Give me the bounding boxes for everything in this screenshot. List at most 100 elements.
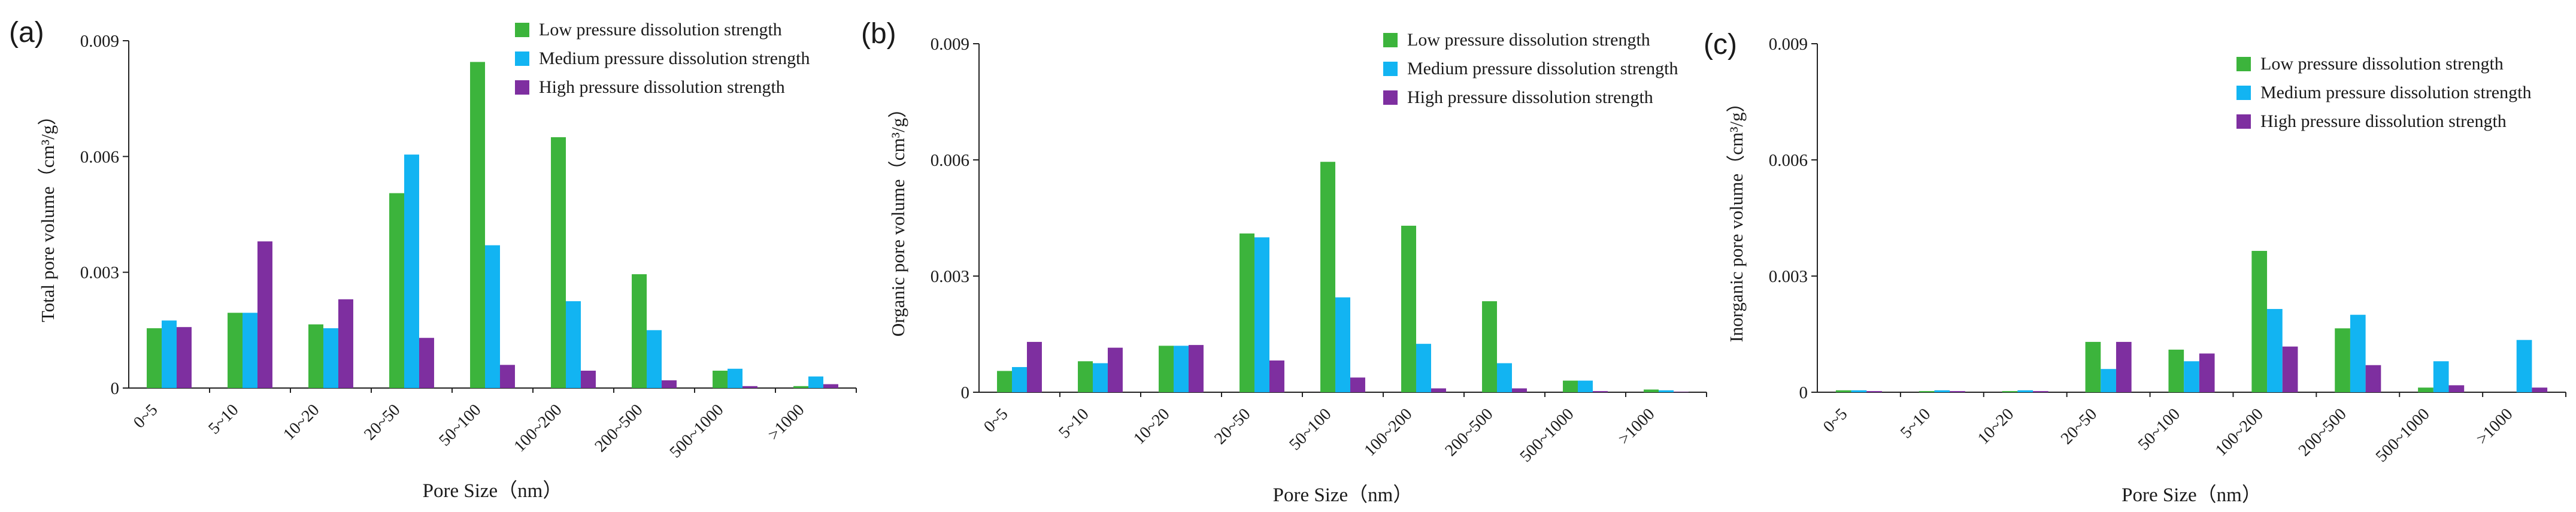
bar-high xyxy=(2365,365,2381,392)
bar-medium xyxy=(1174,346,1189,392)
bar-high xyxy=(1269,360,1284,392)
bar-medium xyxy=(2017,390,2033,392)
x-tick-label: 20~50 xyxy=(1211,405,1254,448)
legend-swatch-high xyxy=(1383,90,1398,105)
x-tick-label: 50~100 xyxy=(2135,405,2184,454)
bar-medium xyxy=(1851,390,1867,392)
x-tick-label: 50~100 xyxy=(435,401,484,450)
x-tick-label: 500~1000 xyxy=(666,401,728,462)
x-tick-label: 10~20 xyxy=(280,401,323,444)
bar-high xyxy=(338,299,353,388)
y-tick-label: 0.006 xyxy=(931,151,969,170)
bar-low xyxy=(2418,387,2433,392)
bar-low xyxy=(713,371,728,388)
y-axis-title: Total pore volume（cm³/g） xyxy=(37,107,58,322)
bar-low xyxy=(997,371,1013,392)
panel-label: (b) xyxy=(861,18,896,50)
y-tick-label: 0 xyxy=(1799,383,1808,402)
bar-high xyxy=(1950,391,1965,392)
bar-medium xyxy=(2267,308,2283,392)
legend-swatch-high xyxy=(2236,114,2251,129)
bar-high xyxy=(2116,341,2132,392)
legend: Low pressure dissolution strength Medium … xyxy=(515,20,810,97)
bar-high xyxy=(1592,391,1608,392)
y-tick-label: 0.003 xyxy=(1769,267,1808,286)
legend-label-low: Low pressure dissolution strength xyxy=(1407,30,1650,50)
bar-medium xyxy=(566,301,581,388)
bar-low xyxy=(470,62,486,388)
bar-high xyxy=(1026,341,1042,392)
bar-low xyxy=(1320,162,1336,392)
bar-low xyxy=(1078,361,1093,392)
bar-low xyxy=(308,324,324,388)
y-axis-title: Inorganic pore volume（cm³/g） xyxy=(1726,93,1747,342)
bar-low xyxy=(632,274,647,388)
legend-swatch-medium xyxy=(2236,86,2251,100)
bar-medium xyxy=(1012,366,1027,392)
bar-high xyxy=(2448,385,2465,392)
y-tick-label: 0.006 xyxy=(1769,151,1808,170)
legend: Low pressure dissolution strength Medium … xyxy=(2236,54,2531,131)
bar-high xyxy=(823,384,838,388)
bar-low xyxy=(1644,389,1659,392)
y-axis-title: Organic pore volume（cm³/g） xyxy=(887,99,908,337)
y-tick-label: 0.006 xyxy=(80,147,119,166)
x-tick-label: 10~20 xyxy=(1130,405,1173,448)
x-tick-label: 0~5 xyxy=(980,405,1011,436)
x-tick-label: >1000 xyxy=(1615,405,1659,449)
bar-low xyxy=(2251,250,2268,392)
bar-low xyxy=(2002,391,2018,392)
x-tick-label: 5~10 xyxy=(205,401,242,438)
bar-high xyxy=(1511,388,1527,392)
chart-panel-3: (c) 0 0.003 0.006 0.009 Inorganic pore volume… xyxy=(1704,29,2566,506)
bar-low xyxy=(2085,341,2101,392)
x-tick-label: 500~1000 xyxy=(1517,405,1578,466)
legend-label-high: High pressure dissolution strength xyxy=(2260,111,2507,131)
bar-low xyxy=(2168,349,2184,392)
bar-high xyxy=(419,338,434,388)
bar-low xyxy=(389,193,405,388)
bar-low xyxy=(1919,391,1935,392)
x-axis-title: Pore Size（nm） xyxy=(423,480,563,502)
x-tick-label: 0~5 xyxy=(130,401,161,432)
x-tick-label: 50~100 xyxy=(1286,405,1335,454)
bar-medium xyxy=(2516,340,2532,392)
x-tick-label: 5~10 xyxy=(1897,405,1934,442)
bar-high xyxy=(1350,377,1365,392)
y-tick-label: 0.009 xyxy=(80,32,119,51)
bar-high xyxy=(1188,345,1204,392)
bar-medium xyxy=(243,313,257,388)
bar-medium xyxy=(1416,344,1431,392)
panel-label: (a) xyxy=(9,17,44,49)
bar-medium xyxy=(2101,369,2116,392)
x-tick-label: 200~500 xyxy=(2295,405,2350,460)
legend-label-high: High pressure dissolution strength xyxy=(1407,87,1653,107)
bar-high xyxy=(2199,353,2215,392)
x-tick-label: 5~10 xyxy=(1055,405,1092,442)
x-tick-label: 100~200 xyxy=(2212,405,2267,460)
legend-swatch-high xyxy=(515,80,529,95)
bar-high xyxy=(2033,391,2048,392)
bar-low xyxy=(147,328,162,388)
chart-panel-1: (a) 0 0.003 0.006 0.009 Total pore volume（cm³… xyxy=(9,17,857,502)
y-tick-label: 0.003 xyxy=(931,267,969,286)
bar-low xyxy=(1159,346,1174,392)
legend-swatch-medium xyxy=(515,51,529,66)
legend-swatch-low xyxy=(1383,33,1398,47)
bar-high xyxy=(499,365,515,388)
chart-panel-2: (b) 0 0.003 0.006 0.009 Organic pore volume（c… xyxy=(861,18,1707,506)
bar-low xyxy=(1239,233,1255,392)
bar-high xyxy=(2532,387,2548,392)
x-tick-label: 20~50 xyxy=(2057,405,2101,448)
bar-low xyxy=(793,386,809,388)
y-tick-label: 0 xyxy=(111,379,120,398)
bar-medium xyxy=(1335,297,1350,392)
bar-high xyxy=(176,327,192,388)
x-tick-label: 500~1000 xyxy=(2372,405,2433,466)
legend-swatch-low xyxy=(2236,57,2251,71)
bar-medium xyxy=(728,368,743,388)
y-tick-label: 0.009 xyxy=(1769,35,1808,54)
legend-label-medium: Medium pressure dissolution strength xyxy=(539,49,810,68)
bar-low xyxy=(1835,390,1851,392)
